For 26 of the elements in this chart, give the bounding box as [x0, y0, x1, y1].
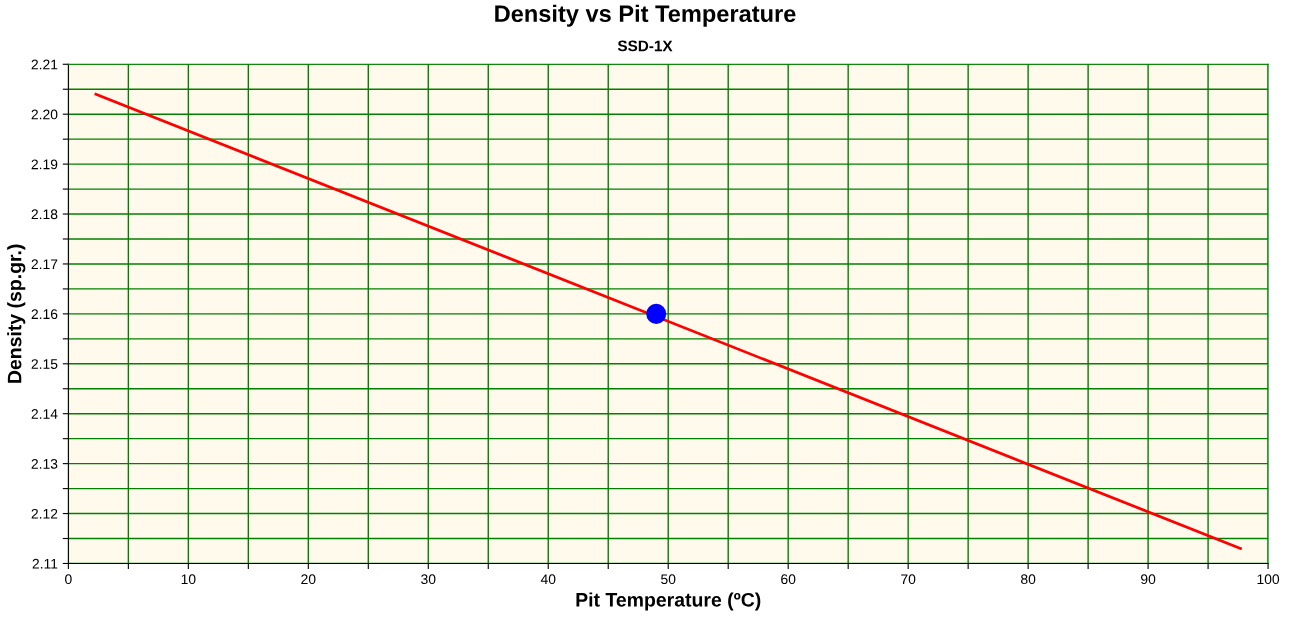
x-tick-label: 10 — [181, 574, 196, 585]
x-tick-label: 100 — [1257, 574, 1280, 585]
x-tick-label: 70 — [901, 574, 916, 585]
x-tick-label: 20 — [301, 574, 316, 585]
chart-title: Density vs Pit Temperature — [495, 4, 796, 27]
y-tick-label: 2.13 — [31, 458, 58, 469]
x-tick-label: 90 — [1141, 574, 1156, 585]
x-tick-label: 60 — [781, 574, 796, 585]
y-tick-label: 2.21 — [31, 59, 58, 70]
x-tick-label: 80 — [1021, 574, 1036, 585]
y-tick-label: 2.20 — [31, 109, 58, 120]
y-tick-label: 2.11 — [32, 558, 58, 569]
x-tick-label: 30 — [421, 574, 436, 585]
y-tick-label: 2.18 — [31, 209, 58, 220]
y-tick-label: 2.15 — [31, 359, 58, 369]
y-axis-title: Density (sp.gr.) — [7, 244, 26, 383]
y-tick-label: 2.17 — [31, 259, 58, 269]
y-tick-label: 2.16 — [31, 309, 58, 320]
x-tick-label: 0 — [65, 574, 72, 585]
y-tick-label: 2.14 — [31, 409, 58, 419]
text: 2.12 — [31, 508, 58, 519]
y-tick-label: 2.19 — [31, 159, 58, 170]
x-tick-label: 50 — [661, 574, 676, 585]
chart-subtitle: SSD-1X — [617, 40, 673, 52]
x-tick-label: 40 — [540, 574, 556, 585]
x-axis-title: Pit Temperature (ºC) — [576, 592, 761, 611]
